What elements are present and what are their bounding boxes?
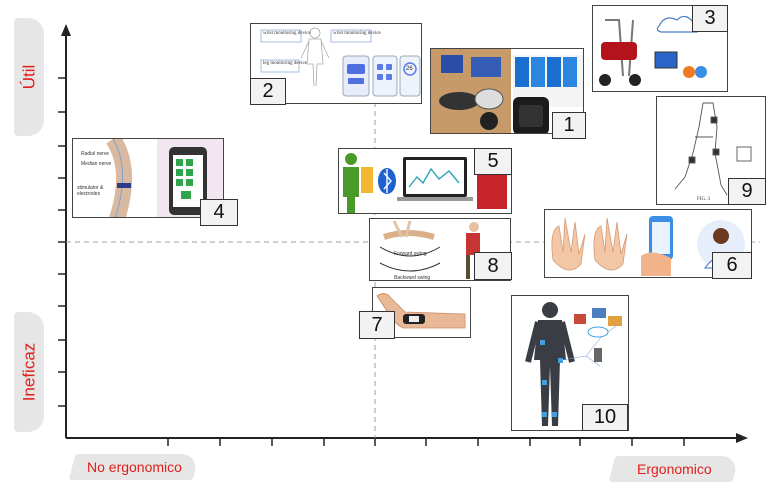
item-10-number: 10 (582, 404, 628, 431)
y-axis-bottom-label: Ineficaz (14, 312, 44, 432)
item-1-illustration (431, 49, 583, 133)
item-6-illustration (551, 216, 745, 276)
item-4-label-b: Median nerve (81, 161, 112, 167)
item-4-number: 4 (200, 199, 238, 226)
y-axis-arrow (61, 24, 71, 36)
x-axis-ticks (167, 438, 685, 446)
item-2-label-a: wrist monitoring device (263, 31, 311, 36)
item-4-label-a: Radial nerve (81, 151, 110, 157)
item-8-illustration (379, 220, 480, 279)
item-9-fig-label: FIG. 3 (697, 197, 711, 202)
item-3-illustration (599, 15, 707, 86)
item-3-number: 3 (692, 5, 728, 32)
item-5-number: 5 (474, 148, 512, 175)
item-1-number: 1 (552, 112, 586, 139)
item-2-label-b: wrist monitoring device (333, 31, 381, 36)
y-axis-top-label: Útil (14, 18, 44, 136)
item-4-label-c: stimulator & electrodes (77, 185, 104, 197)
item-8-label-b: Backward swing (394, 275, 431, 281)
item-9-number: 9 (728, 178, 766, 205)
item-8-number: 8 (474, 252, 512, 280)
item-2-number: 2 (250, 78, 286, 105)
x-axis-arrow (736, 433, 748, 443)
item-2-illustration (260, 27, 421, 97)
y-axis-ticks (58, 77, 66, 407)
item-8-label-a: Forward swing (394, 251, 427, 257)
item-2-screen-number: 26 (406, 66, 413, 72)
item-7-number: 7 (359, 311, 395, 339)
item-6-card (544, 209, 752, 278)
item-6-number: 6 (712, 252, 752, 279)
item-10-illustration (525, 302, 622, 426)
item-9-illustration (674, 102, 752, 196)
item-2-label-c: leg monitoring device (263, 61, 307, 66)
